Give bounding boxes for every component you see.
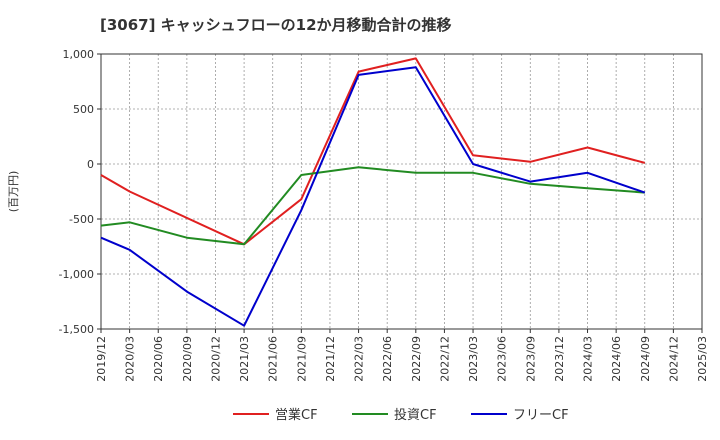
x-tick-label: 2025/03 bbox=[696, 336, 709, 382]
x-tick-label: 2020/06 bbox=[152, 336, 165, 382]
x-tick-label: 2022/03 bbox=[353, 336, 366, 382]
chart-title: [3067] キャッシュフローの12か月移動合計の推移 bbox=[100, 16, 452, 34]
x-tick-label: 2023/06 bbox=[496, 336, 509, 382]
x-tick-label: 2021/03 bbox=[238, 336, 251, 382]
x-tick-label: 2024/03 bbox=[582, 336, 595, 382]
x-tick-label: 2022/06 bbox=[381, 336, 394, 382]
legend-entry: フリーCF bbox=[513, 408, 569, 423]
y-axis-label: (百万円) bbox=[7, 171, 20, 213]
x-tick-label: 2020/03 bbox=[124, 336, 137, 382]
series-line bbox=[100, 66, 646, 327]
x-axis-ticks: 2019/12 2020/03 2020/06 2020/09 2020/12 2021/… bbox=[95, 329, 709, 382]
plot-frame bbox=[100, 53, 703, 330]
x-tick-label: 2023/03 bbox=[467, 336, 480, 382]
y-tick-label: -1,500 bbox=[59, 323, 94, 336]
y-tick-label: 500 bbox=[73, 103, 94, 116]
grid bbox=[100, 53, 703, 330]
series-line bbox=[100, 166, 645, 246]
series-line bbox=[100, 57, 646, 246]
legend-entry: 投資CF bbox=[394, 407, 437, 423]
x-tick-label: 2021/12 bbox=[324, 336, 337, 382]
x-tick-label: 2023/12 bbox=[553, 336, 566, 382]
x-tick-label: 2024/12 bbox=[667, 336, 680, 382]
y-tick-label: -1,000 bbox=[59, 268, 94, 281]
y-tick-label: -500 bbox=[69, 213, 94, 226]
x-tick-label: 2020/12 bbox=[209, 336, 222, 382]
x-tick-label: 2021/09 bbox=[295, 336, 308, 382]
x-tick-label: 2020/09 bbox=[181, 336, 194, 382]
x-tick-label: 2022/09 bbox=[410, 336, 423, 382]
x-tick-label: 2024/06 bbox=[610, 336, 623, 382]
y-tick-label: 0 bbox=[87, 158, 94, 171]
legend-entry: 営業CF bbox=[275, 407, 318, 423]
legend: 営業CF 投資CF フリーCF bbox=[233, 407, 569, 423]
x-tick-label: 2022/12 bbox=[438, 336, 451, 382]
x-tick-label: 2024/09 bbox=[639, 336, 652, 382]
x-tick-label: 2019/12 bbox=[95, 336, 108, 382]
y-axis-ticks: 1,000 500 0 -500 -1,000 -1,500 bbox=[59, 48, 101, 336]
x-tick-label: 2023/09 bbox=[524, 336, 537, 382]
x-tick-label: 2021/06 bbox=[267, 336, 280, 382]
series-layer bbox=[100, 57, 646, 327]
y-tick-label: 1,000 bbox=[63, 48, 95, 61]
